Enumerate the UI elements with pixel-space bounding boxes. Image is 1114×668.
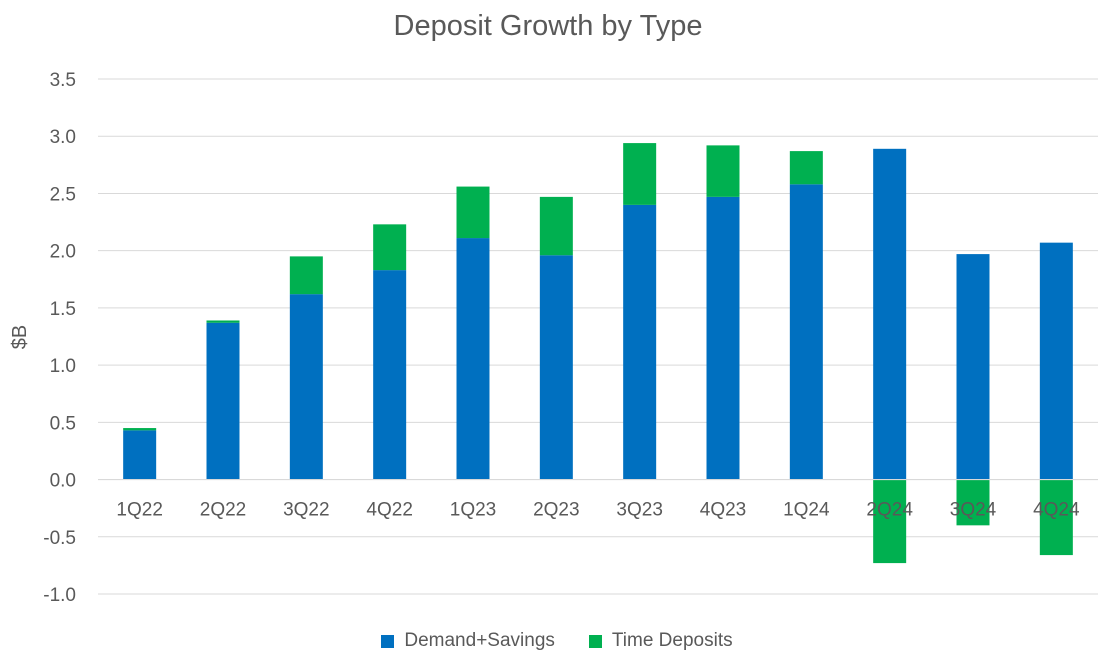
y-tick-label: 3.0 xyxy=(50,127,76,148)
y-tick-label: 0.0 xyxy=(50,471,76,492)
y-tick-label: -0.5 xyxy=(43,528,76,549)
bar-demand-savings xyxy=(456,238,490,480)
bar-demand-savings xyxy=(373,270,407,480)
y-tick-label: 1.0 xyxy=(50,356,76,377)
x-tick-label: 1Q23 xyxy=(450,500,496,521)
chart-title: Deposit Growth by Type xyxy=(393,10,703,42)
x-tick-label: 1Q24 xyxy=(783,500,830,521)
bar-demand-savings xyxy=(706,196,740,480)
bar-demand-savings xyxy=(789,184,823,480)
bar-time-deposits xyxy=(1039,479,1073,556)
bar-demand-savings xyxy=(623,204,657,480)
x-tick-label: 2Q23 xyxy=(533,500,579,521)
y-tick-label: 2.5 xyxy=(50,184,76,205)
bar-time-deposits xyxy=(623,143,657,205)
bar-time-deposits xyxy=(539,196,573,256)
y-tick-label: 3.5 xyxy=(50,70,76,91)
bar-time-deposits xyxy=(373,224,407,271)
legend-item-time-deposits: Time Deposits xyxy=(588,630,733,652)
bar-demand-savings xyxy=(123,430,157,480)
legend-label-demand-savings: Demand+Savings xyxy=(404,630,555,651)
bar-demand-savings xyxy=(956,254,990,480)
bar-demand-savings xyxy=(289,294,323,480)
y-axis-title: $B xyxy=(9,325,31,349)
legend-item-demand-savings: Demand+Savings xyxy=(381,630,555,652)
bar-demand-savings xyxy=(539,255,573,480)
legend: Demand+Savings Time Deposits xyxy=(0,630,1114,652)
bar-time-deposits xyxy=(289,256,323,295)
bar-time-deposits xyxy=(206,320,240,323)
bar-time-deposits xyxy=(706,145,740,197)
legend-label-time-deposits: Time Deposits xyxy=(611,630,733,651)
y-tick-label: 2.0 xyxy=(50,242,76,263)
bar-demand-savings xyxy=(873,148,907,480)
bar-time-deposits xyxy=(873,479,907,564)
bar-time-deposits xyxy=(789,151,823,185)
x-tick-label: 1Q22 xyxy=(116,500,162,521)
bar-time-deposits xyxy=(956,479,990,526)
x-tick-label: 3Q22 xyxy=(283,500,329,521)
legend-swatch-time-deposits xyxy=(588,634,602,648)
bar-demand-savings xyxy=(1039,242,1073,480)
y-tick-label: 0.5 xyxy=(50,413,76,434)
x-tick-label: 2Q22 xyxy=(200,500,246,521)
y-tick-label: -1.0 xyxy=(43,585,76,606)
x-tick-label: 4Q22 xyxy=(366,500,412,521)
bar-time-deposits xyxy=(456,186,490,239)
x-tick-label: 2Q24 xyxy=(866,500,913,521)
legend-swatch-demand-savings xyxy=(381,634,395,648)
x-tick-label: 3Q23 xyxy=(616,500,662,521)
x-tick-label: 3Q24 xyxy=(950,500,997,521)
y-tick-label: 1.5 xyxy=(50,299,76,320)
x-tick-label: 4Q24 xyxy=(1033,500,1080,521)
bar-demand-savings xyxy=(206,322,240,480)
x-tick-label: 4Q23 xyxy=(700,500,746,521)
bar-time-deposits xyxy=(123,428,157,431)
